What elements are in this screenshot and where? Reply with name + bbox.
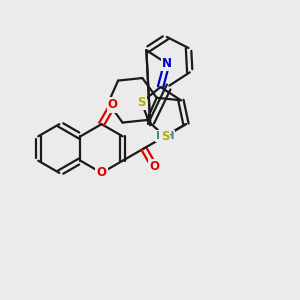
Text: S: S <box>137 96 146 109</box>
Text: O: O <box>149 160 159 173</box>
Text: S: S <box>160 130 169 143</box>
Text: NH: NH <box>156 131 174 141</box>
Text: O: O <box>97 167 106 179</box>
Text: O: O <box>108 98 118 111</box>
Text: N: N <box>162 57 172 70</box>
